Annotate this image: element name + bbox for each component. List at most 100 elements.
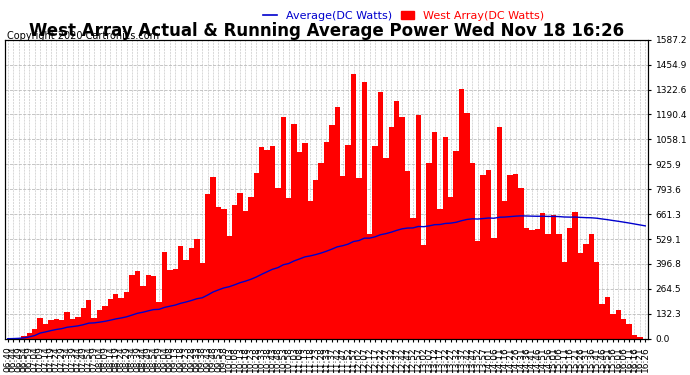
Bar: [37, 318, 43, 339]
Bar: [264, 150, 270, 339]
Bar: [324, 142, 329, 339]
Bar: [432, 132, 437, 339]
Bar: [275, 188, 281, 339]
Bar: [226, 236, 232, 339]
Bar: [124, 291, 129, 339]
Bar: [178, 246, 184, 339]
Bar: [383, 159, 388, 339]
Bar: [64, 312, 70, 339]
Bar: [54, 320, 59, 339]
Bar: [161, 252, 167, 339]
Bar: [210, 177, 216, 339]
Bar: [448, 196, 453, 339]
Bar: [632, 335, 637, 339]
Bar: [172, 269, 178, 339]
Legend: Average(DC Watts), West Array(DC Watts): Average(DC Watts), West Array(DC Watts): [259, 6, 549, 25]
Bar: [470, 163, 475, 339]
Bar: [286, 198, 291, 339]
Bar: [578, 253, 583, 339]
Bar: [400, 117, 405, 339]
Bar: [16, 338, 21, 339]
Bar: [270, 147, 275, 339]
Bar: [513, 174, 518, 339]
Bar: [551, 215, 556, 339]
Bar: [108, 299, 113, 339]
Bar: [583, 244, 589, 339]
Bar: [297, 152, 302, 339]
Bar: [464, 113, 470, 339]
Bar: [572, 212, 578, 339]
Bar: [600, 304, 604, 339]
Bar: [291, 124, 297, 339]
Bar: [313, 180, 318, 339]
Bar: [146, 274, 151, 339]
Bar: [216, 207, 221, 339]
Bar: [373, 146, 378, 339]
Bar: [48, 320, 54, 339]
Bar: [356, 178, 362, 339]
Bar: [129, 275, 135, 339]
Bar: [621, 319, 627, 339]
Bar: [157, 302, 161, 339]
Bar: [378, 92, 383, 339]
Bar: [491, 238, 497, 339]
Bar: [21, 336, 27, 339]
Bar: [135, 271, 140, 339]
Bar: [437, 209, 443, 339]
Bar: [388, 127, 394, 339]
Bar: [545, 234, 551, 339]
Bar: [480, 175, 486, 339]
Bar: [102, 306, 108, 339]
Bar: [232, 205, 237, 339]
Bar: [367, 234, 373, 339]
Bar: [475, 241, 480, 339]
Bar: [507, 175, 513, 339]
Bar: [394, 100, 400, 339]
Bar: [253, 172, 259, 339]
Bar: [502, 201, 507, 339]
Text: Copyright 2020 Cartronics.com: Copyright 2020 Cartronics.com: [7, 32, 159, 41]
Bar: [567, 228, 572, 339]
Bar: [113, 294, 119, 339]
Bar: [346, 146, 351, 339]
Bar: [59, 320, 64, 339]
Bar: [459, 88, 464, 339]
Title: West Array Actual & Running Average Power Wed Nov 18 16:26: West Array Actual & Running Average Powe…: [29, 21, 624, 39]
Bar: [243, 211, 248, 339]
Bar: [411, 218, 415, 339]
Bar: [27, 333, 32, 339]
Bar: [184, 260, 189, 339]
Bar: [610, 314, 615, 339]
Bar: [443, 138, 448, 339]
Bar: [92, 318, 97, 339]
Bar: [335, 107, 340, 339]
Bar: [486, 170, 491, 339]
Bar: [199, 262, 205, 339]
Bar: [259, 147, 264, 339]
Bar: [329, 125, 335, 339]
Bar: [194, 238, 199, 339]
Bar: [540, 213, 545, 339]
Bar: [529, 230, 535, 339]
Bar: [81, 308, 86, 339]
Bar: [318, 164, 324, 339]
Bar: [637, 337, 642, 339]
Bar: [627, 324, 632, 339]
Bar: [415, 115, 421, 339]
Bar: [518, 188, 524, 339]
Bar: [248, 196, 253, 339]
Bar: [362, 81, 367, 339]
Bar: [308, 201, 313, 339]
Bar: [524, 228, 529, 339]
Bar: [189, 248, 194, 339]
Bar: [453, 151, 459, 339]
Bar: [281, 117, 286, 339]
Bar: [497, 127, 502, 339]
Bar: [140, 286, 146, 339]
Bar: [97, 310, 102, 339]
Bar: [151, 276, 157, 339]
Bar: [167, 270, 172, 339]
Bar: [205, 194, 210, 339]
Bar: [32, 329, 37, 339]
Bar: [604, 297, 610, 339]
